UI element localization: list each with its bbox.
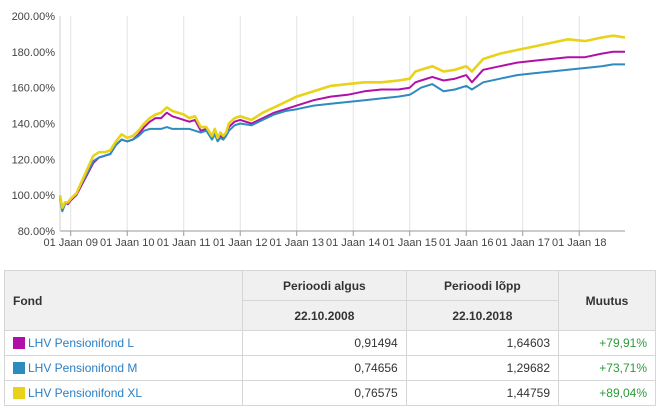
header-end-date: 22.10.2018 — [405, 300, 560, 331]
y-tick-label: 200.00% — [12, 11, 56, 23]
x-tick-label: 01 Jaan 09 — [44, 237, 98, 249]
fund-name-cell: LHV Pensionifond M — [4, 355, 243, 381]
fund-comparison-table: Fond Perioodi algus Perioodi lõpp Muutus… — [4, 270, 656, 406]
series-line-xl — [58, 34, 626, 209]
header-fond: Fond — [4, 270, 243, 331]
end-value-cell: 1,44759 — [405, 380, 560, 406]
end-value-cell: 1,29682 — [405, 355, 560, 381]
fund-name-cell: LHV Pensionifond XL — [4, 380, 243, 406]
start-value-cell: 0,76575 — [242, 380, 407, 406]
fund-link[interactable]: LHV Pensionifond L — [28, 336, 135, 350]
fund-link[interactable]: LHV Pensionifond XL — [28, 386, 143, 400]
header-start-date: 22.10.2008 — [242, 300, 407, 331]
change-cell: +73,71% — [558, 355, 656, 381]
change-cell: +89,04% — [558, 380, 656, 406]
x-tick-label: 01 Jaan 13 — [270, 237, 324, 249]
x-tick-label: 01 Jaan 10 — [100, 237, 154, 249]
x-tick-label: 01 Jaan 16 — [439, 237, 493, 249]
fund-link[interactable]: LHV Pensionifond M — [28, 361, 138, 375]
y-tick-label: 140.00% — [12, 119, 56, 131]
x-tick-label: 01 Jaan 18 — [552, 237, 606, 249]
fund-color-swatch — [13, 362, 25, 374]
fund-color-swatch — [13, 337, 25, 349]
header-period-end: Perioodi lõpp — [405, 270, 560, 301]
table-row: LHV Pensionifond M 0,74656 1,29682 +73,7… — [4, 355, 656, 381]
header-change: Muutus — [558, 270, 656, 331]
y-tick-label: 100.00% — [12, 190, 56, 202]
fund-name-cell: LHV Pensionifond L — [4, 330, 243, 356]
performance-line-chart: 01 Jaan 09 01 Jaan 10 01 Jaan 11 01 Jaan 12… — [12, 11, 626, 249]
y-tick-label: 120.00% — [12, 154, 56, 166]
x-tick-label: 01 Jaan 15 — [383, 237, 437, 249]
start-value-cell: 0,91494 — [242, 330, 407, 356]
start-value-cell: 0,74656 — [242, 355, 407, 381]
y-tick-label: 80.00% — [18, 226, 56, 238]
series-line-m — [59, 63, 625, 213]
table-row: LHV Pensionifond XL 0,76575 1,44759 +89,… — [4, 380, 656, 406]
end-value-cell: 1,64603 — [405, 330, 560, 356]
x-tick-label: 01 Jaan 14 — [326, 237, 380, 249]
change-cell: +79,91% — [558, 330, 656, 356]
x-tick-label: 01 Jaan 11 — [157, 237, 211, 249]
x-tick-label: 01 Jaan 17 — [496, 237, 550, 249]
x-tick-label: 01 Jaan 12 — [213, 237, 267, 249]
table-row: LHV Pensionifond L 0,91494 1,64603 +79,9… — [4, 330, 656, 356]
y-tick-label: 180.00% — [12, 47, 56, 59]
header-period-start: Perioodi algus — [242, 270, 407, 301]
y-tick-label: 160.00% — [12, 83, 56, 95]
fund-color-swatch — [13, 387, 25, 399]
